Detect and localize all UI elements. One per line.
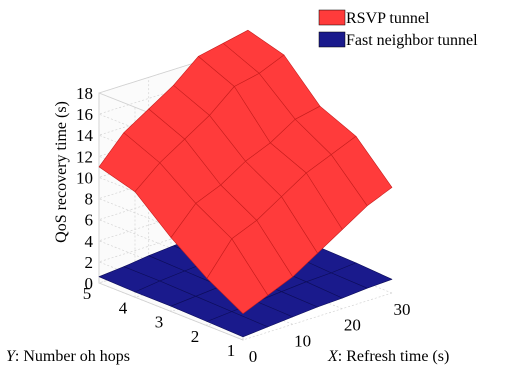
- x-tick-label: 20: [344, 316, 361, 335]
- y-axis-variable: Y: [6, 348, 17, 365]
- y-tick-label: 3: [155, 313, 164, 332]
- y-tick-label: 4: [119, 298, 128, 317]
- surface-face-rsvp: [206, 238, 269, 314]
- y-tick-label: 5: [83, 284, 92, 303]
- z-tick-label: 2: [85, 253, 94, 272]
- x-tick-label: 30: [394, 300, 411, 319]
- x-axis-label: X: Refresh time (s): [327, 348, 449, 365]
- legend-label-fast: Fast neighbor tunnel: [346, 32, 478, 49]
- x-tick-label: 0: [249, 347, 258, 366]
- x-tick-label: 10: [294, 331, 311, 350]
- z-tick-label: 14: [76, 126, 94, 145]
- legend: RSVP tunnel Fast neighbor tunnel: [318, 9, 478, 49]
- legend-swatch-fast: [318, 31, 346, 48]
- legend-label-rsvp: RSVP tunnel: [346, 10, 430, 27]
- gridline-y: [242, 150, 393, 341]
- y-tick-label: 1: [227, 341, 236, 360]
- z-axis-label: QoS recovery time (s): [53, 101, 70, 243]
- y-tick-label: 2: [191, 327, 200, 346]
- z-tick-label: 6: [85, 211, 94, 230]
- x-axis-variable: X: [327, 348, 339, 365]
- gridline-x: [98, 93, 244, 341]
- y-axis-label: Y: Number oh hops: [6, 348, 130, 365]
- z-tick-label: 8: [85, 190, 94, 209]
- x-axis-text: : Refresh time (s): [338, 348, 450, 365]
- z-tick-label: 12: [76, 147, 93, 166]
- y-axis-text: : Number oh hops: [15, 348, 130, 365]
- z-tick-label: 18: [76, 84, 93, 103]
- surface-layer: [98, 29, 393, 338]
- z-tick-label: 10: [76, 168, 93, 187]
- z-tick-label: 16: [76, 105, 93, 124]
- surface-face-fast: [206, 311, 269, 338]
- z-tick-label: 0: [85, 274, 94, 293]
- z-tick-label: 4: [85, 232, 94, 251]
- legend-swatch-rsvp: [318, 9, 346, 26]
